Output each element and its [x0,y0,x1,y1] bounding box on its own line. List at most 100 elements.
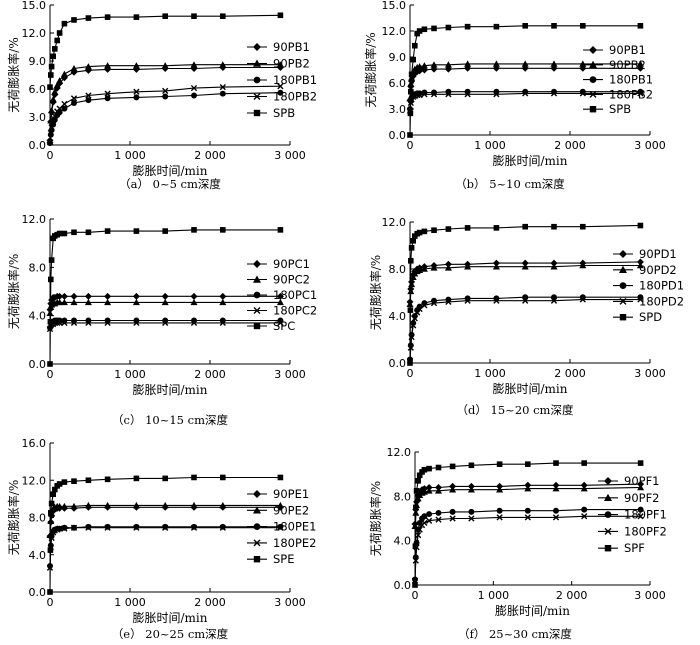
chart-panel-6: 0.0 4.0 8.0 12.0 0 1 000 2 000 3 000 膨胀时间/min 无荷膨… [368,446,667,641]
x-tick-label: 3 000 [274,149,306,162]
data-point [449,508,456,515]
legend-item: 90PE2 [247,503,309,517]
legend-label: SPB [273,106,295,120]
legend-label: 180PB2 [273,90,317,104]
data-point [522,90,529,97]
data-point [133,524,140,531]
y-tick-label: 8.0 [29,261,47,274]
legend-item: 180PB2 [247,90,317,104]
data-point [430,91,438,98]
legend-marker [253,93,261,100]
legend-item: 90PC2 [247,273,310,287]
data-point [521,263,529,270]
series-line [49,85,281,143]
y-tick-label: 4.0 [29,310,47,323]
x-axis-title: 膨胀时间/min [493,382,568,396]
data-point [162,93,169,100]
legend-marker [604,477,612,485]
x-tick-label: 3 000 [274,596,306,609]
data-point [71,229,77,236]
data-point [468,508,475,515]
legend-item: 180PD1 [613,279,684,293]
data-point [85,524,92,531]
x-tick-label: 0 [407,139,414,152]
data-point [553,460,559,466]
legend-item: 180PB1 [583,73,653,87]
data-point [56,481,63,487]
data-point [70,502,78,510]
data-point [414,309,421,316]
data-point [191,474,197,481]
data-point [493,91,500,98]
data-point [637,483,645,491]
series-line [49,527,281,568]
legend-marker [604,545,612,552]
x-tick-label: 2 000 [194,368,226,381]
data-point [84,298,92,306]
data-point [412,504,419,511]
legend-marker [253,291,261,299]
data-point [219,292,227,300]
data-point [220,474,226,481]
data-point [84,292,92,300]
data-point [426,511,433,518]
legend-label: 90PD2 [639,263,677,277]
series-line [414,515,641,581]
legend-item: 180PE2 [247,536,316,550]
data-point [408,71,415,78]
legend-label: 90PF2 [624,491,660,505]
data-point [219,501,227,509]
x-tick-label: 3 000 [274,368,306,381]
data-point [421,466,428,473]
data-point [276,61,284,68]
data-point [191,92,197,99]
legend-label: 180PC1 [273,288,317,302]
legend-marker [589,46,597,54]
data-point [133,14,140,20]
data-point [52,46,58,52]
data-point [70,298,78,306]
legend-item: 90PB2 [583,58,646,72]
data-point [61,479,68,485]
series-line [49,92,281,144]
series-SPD [407,222,644,366]
legend-label: 180PE1 [273,520,316,534]
series-SPB [407,23,644,138]
data-point [525,461,531,467]
data-point [48,106,56,114]
data-point [522,297,529,304]
legend-marker [589,90,597,98]
chart-panel-1: 0.0 3.0 6.0 9.0 12.0 15.0 0 1 000 2 000 3 000 膨胀时间… [6,0,317,191]
data-point [161,501,169,509]
data-point [56,105,63,112]
y-tick-label: 9.0 [29,55,47,68]
data-point [71,478,77,484]
data-point [444,260,452,268]
data-point [416,229,423,236]
data-point [61,20,68,27]
data-point [50,117,57,124]
data-point [637,90,644,97]
legend-marker [619,314,627,321]
y-axis-title: 无荷膨胀率/% [363,32,378,107]
data-point [190,524,198,531]
panel-caption: （f） 25~30 cm深度 [458,627,572,641]
legend-item: SPF [598,541,645,555]
x-tick-label: 0 [47,368,54,381]
data-point [435,464,442,471]
y-tick-label: 3.0 [389,103,407,116]
legend-label: SPB [609,102,631,116]
data-point [409,273,417,281]
data-point [412,582,418,588]
x-axis-title: 膨胀时间/min [133,164,208,178]
data-point [445,226,452,232]
data-point [408,88,414,95]
data-point [70,524,78,531]
x-tick-label: 1 000 [114,368,146,381]
series-90PF2 [411,483,645,530]
data-point [407,360,413,366]
legend-item: 180PB2 [583,87,653,101]
data-point [133,88,140,95]
data-point [550,297,558,304]
data-point [449,515,456,522]
